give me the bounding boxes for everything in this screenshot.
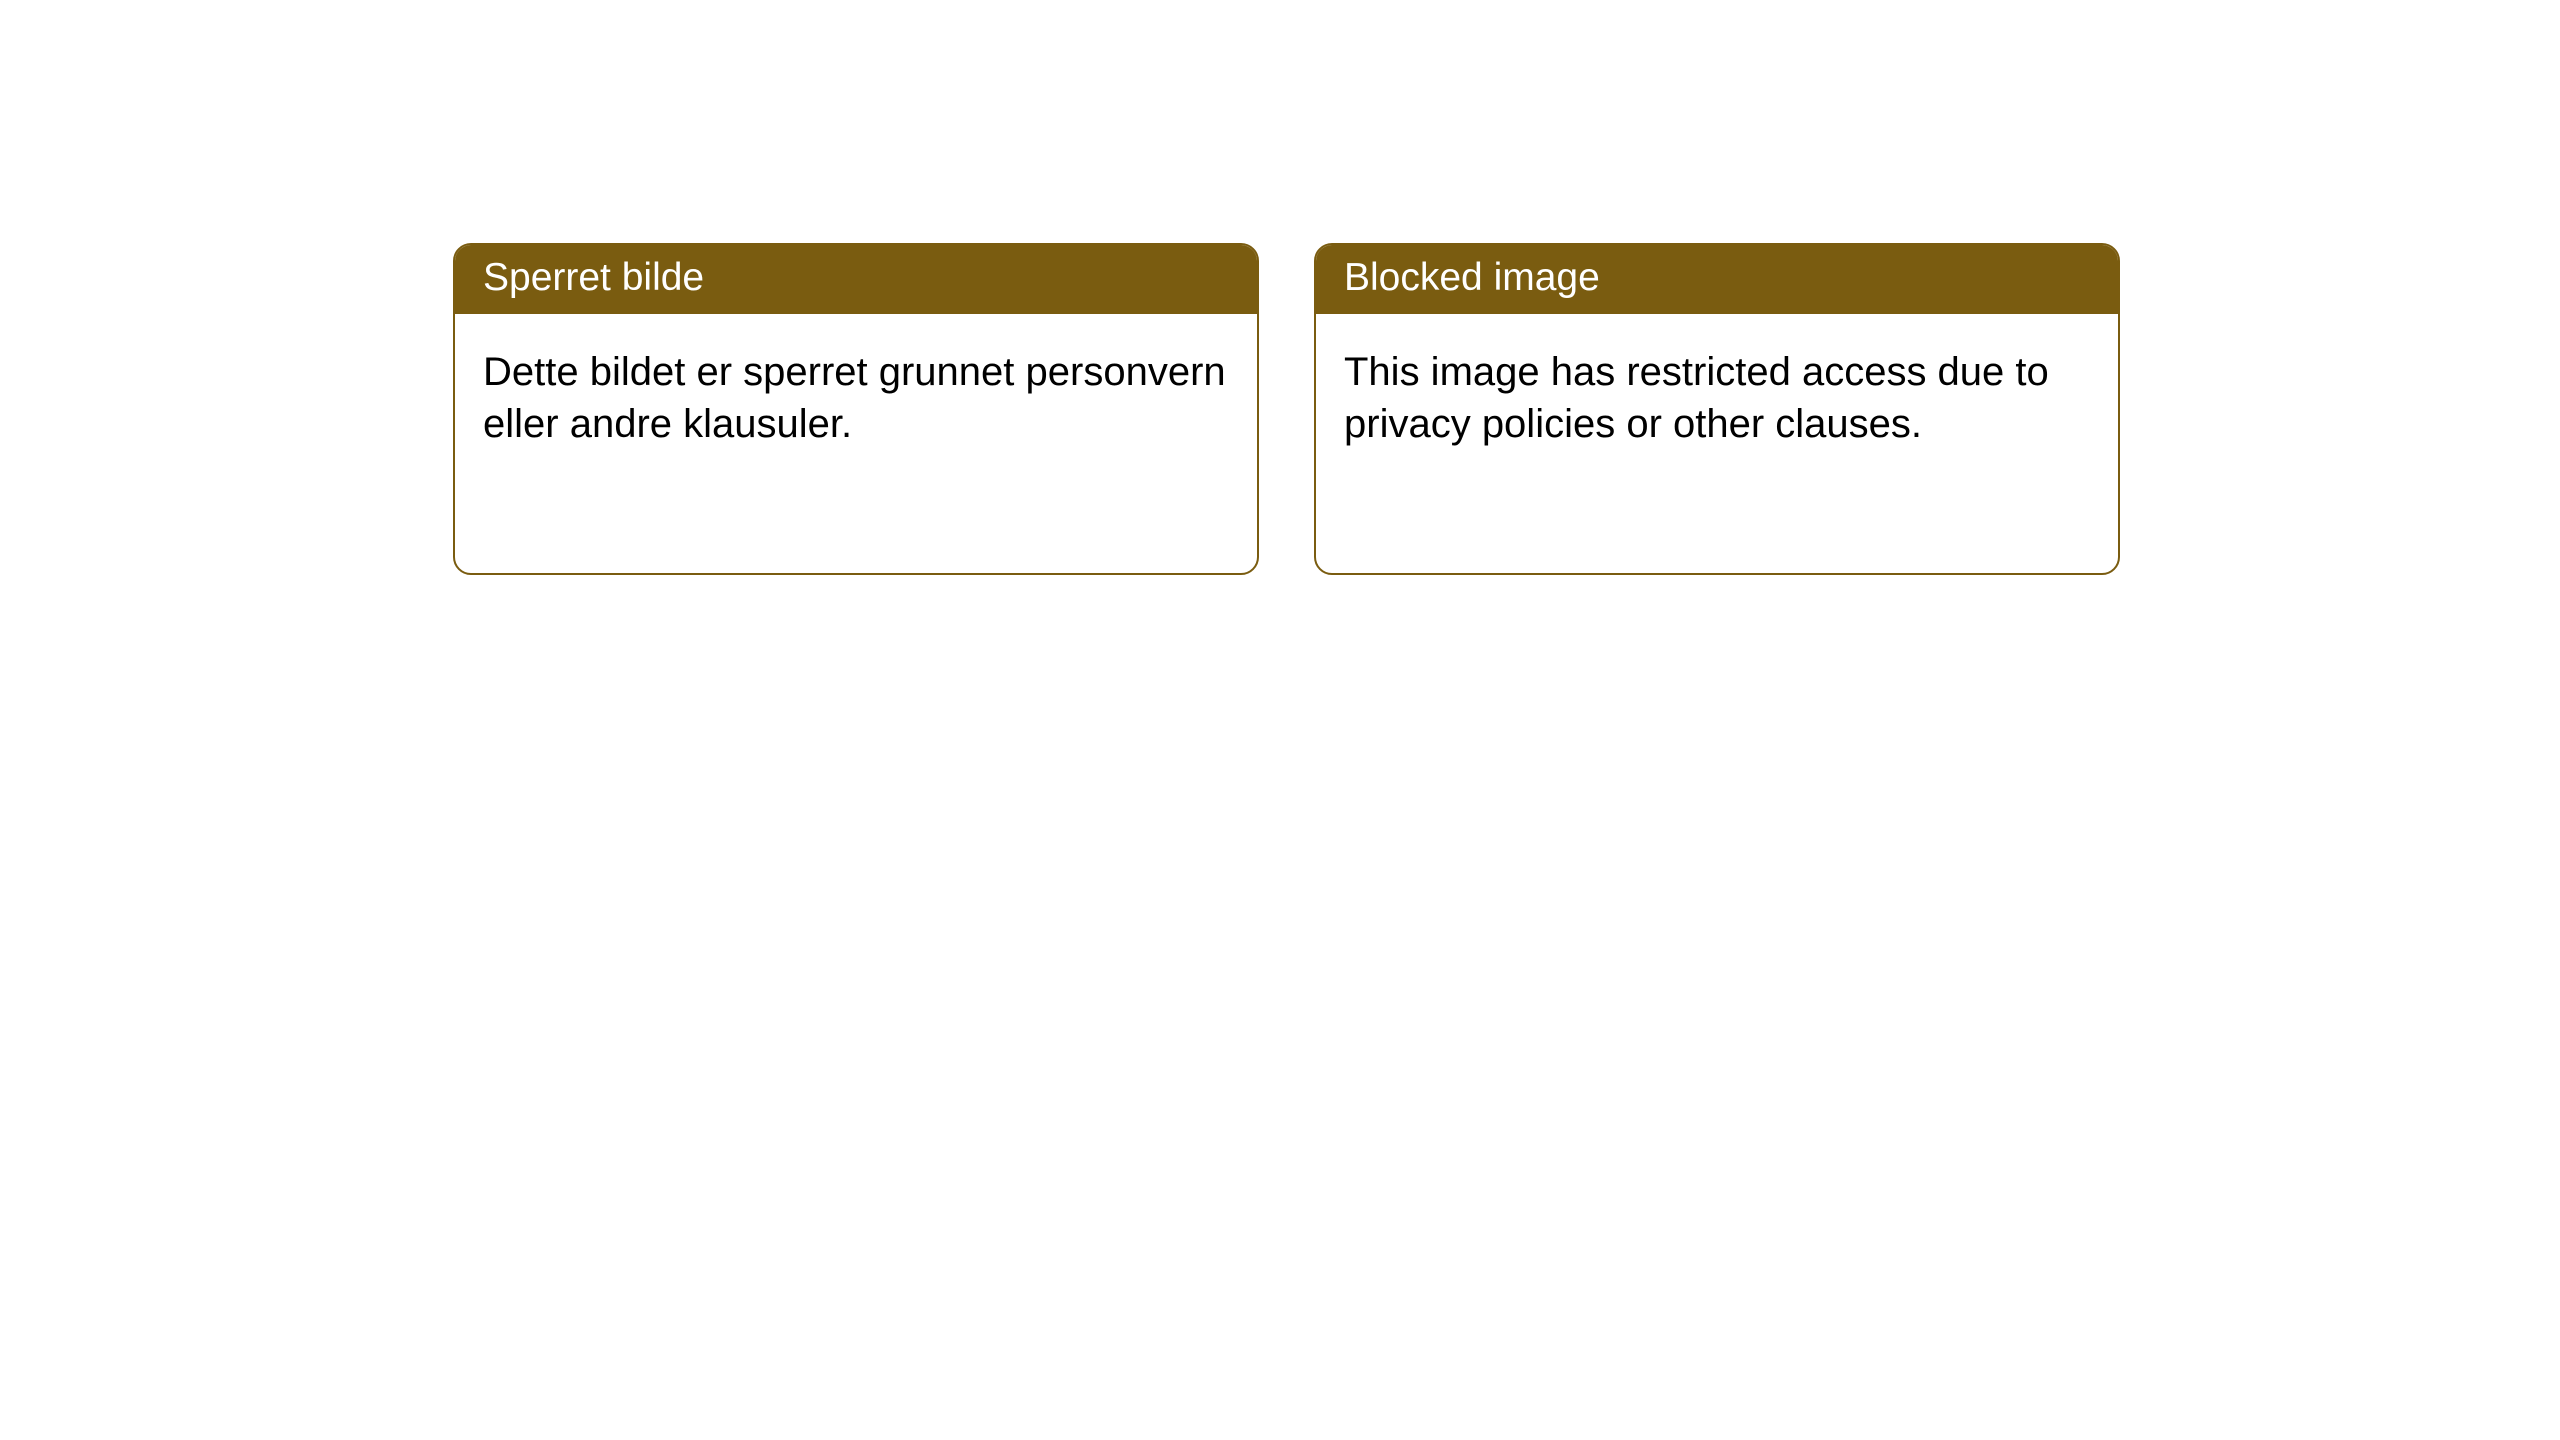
notices-container: Sperret bilde Dette bildet er sperret gr… <box>0 0 2560 575</box>
notice-header: Blocked image <box>1316 245 2118 314</box>
notice-box-english: Blocked image This image has restricted … <box>1314 243 2120 575</box>
notice-body: This image has restricted access due to … <box>1316 314 2118 482</box>
notice-box-norwegian: Sperret bilde Dette bildet er sperret gr… <box>453 243 1259 575</box>
notice-header: Sperret bilde <box>455 245 1257 314</box>
notice-body: Dette bildet er sperret grunnet personve… <box>455 314 1257 482</box>
